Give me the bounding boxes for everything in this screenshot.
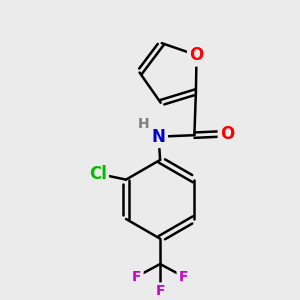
- Text: F: F: [178, 270, 188, 283]
- Text: Cl: Cl: [89, 165, 106, 183]
- Text: O: O: [220, 125, 234, 143]
- Text: N: N: [152, 128, 166, 146]
- Text: F: F: [155, 284, 165, 298]
- Text: H: H: [137, 117, 149, 131]
- Text: O: O: [189, 46, 204, 64]
- Text: F: F: [132, 270, 142, 283]
